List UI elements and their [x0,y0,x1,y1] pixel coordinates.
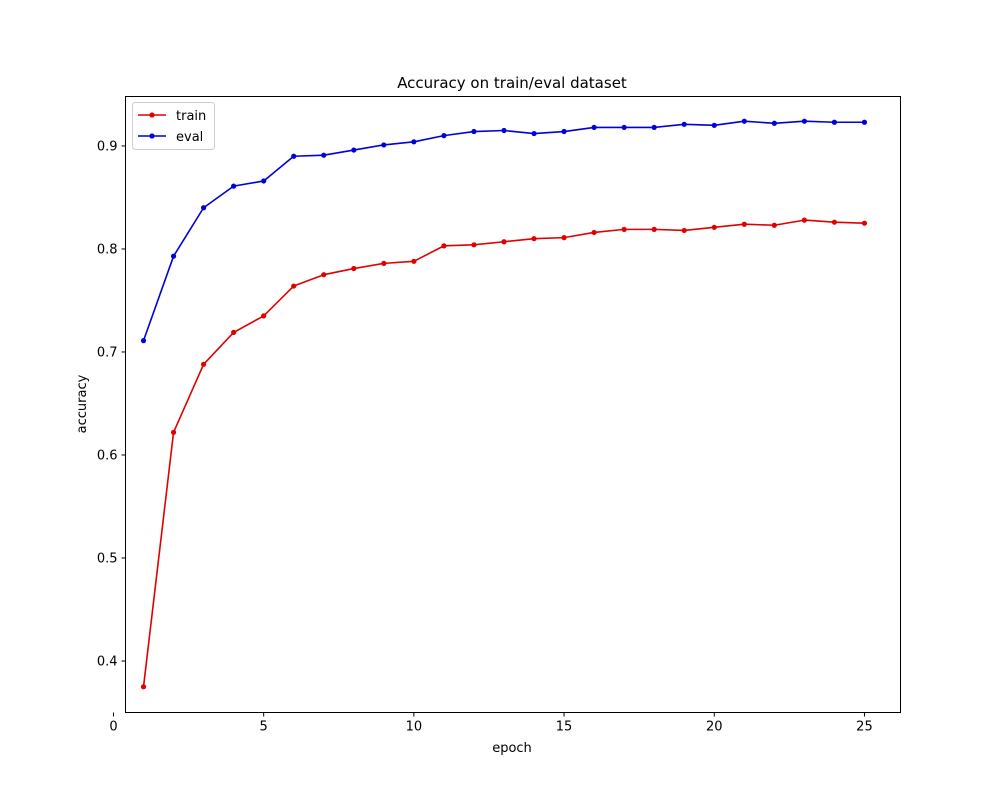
data-point-train [831,219,838,225]
data-point-train [801,217,807,223]
plot-area-frame [125,96,901,713]
data-point-eval [801,118,807,124]
x-tick-label: 25 [856,720,873,735]
data-point-train [201,361,207,367]
data-point-train [231,329,237,335]
data-point-train [351,265,357,272]
y-tick-label: 0.8 [97,242,118,257]
data-point-train [381,260,387,266]
y-tick-label: 0.7 [97,345,118,360]
ticks-layer: 0 5 10 15 20 25 0.4 0.5 0.6 0.7 0.8 0.9 [97,139,873,734]
legend-marker-eval [149,133,155,139]
data-point-train [321,272,327,278]
data-point-eval [170,253,177,259]
data-point-train [411,258,417,264]
data-point-eval [231,183,237,189]
x-tick-label: 15 [556,720,573,735]
data-point-eval [501,127,507,134]
data-point-eval [201,205,207,211]
y-tick-label: 0.5 [97,551,118,566]
legend: train eval [132,102,215,150]
data-point-train [681,227,687,234]
data-point-eval [561,128,567,135]
data-point-eval [441,133,447,139]
data-point-eval [681,121,687,127]
data-point-eval [621,124,627,131]
data-point-eval [741,118,747,124]
x-tick-label: 10 [406,720,423,735]
data-point-eval [711,122,717,128]
legend-label-train: train [176,109,206,124]
data-point-eval [351,147,357,153]
data-point-train [531,236,537,242]
chart-title: Accuracy on train/eval dataset [397,74,627,92]
data-point-train [741,221,747,227]
data-point-eval [771,120,777,126]
data-point-eval [531,130,537,137]
x-tick-label: 20 [706,720,723,735]
data-point-eval [861,119,868,125]
data-point-train [561,235,567,241]
data-point-train [291,283,297,289]
data-point-eval [831,119,838,125]
data-point-eval [651,124,657,131]
data-point-eval [381,142,387,148]
y-axis-title: accuracy [75,374,90,433]
data-point-eval [471,128,477,135]
y-tick-label: 0.9 [97,139,118,154]
series-layer [140,118,868,690]
data-point-train [651,226,657,232]
data-point-train [591,229,597,236]
data-point-eval [261,178,267,184]
data-point-eval [591,124,597,131]
y-tick-label: 0.6 [97,448,118,463]
x-axis-title: epoch [492,741,532,756]
legend-label-eval: eval [176,130,203,145]
data-point-eval [321,152,327,158]
data-point-train [711,224,717,230]
data-point-train [771,222,777,228]
data-point-train [471,242,477,248]
data-point-train [621,226,627,232]
data-point-train [140,684,147,690]
y-tick-label: 0.4 [97,654,118,669]
x-tick-label: 0 [109,720,117,735]
data-point-eval [291,153,297,159]
data-point-train [441,243,447,249]
data-point-train [261,313,267,319]
data-point-eval [411,139,417,145]
x-tick-label: 5 [260,720,268,735]
data-point-train [501,239,507,245]
data-point-eval [140,338,147,344]
legend-marker-train [149,112,155,118]
data-point-train [170,429,177,435]
data-point-train [861,220,868,226]
